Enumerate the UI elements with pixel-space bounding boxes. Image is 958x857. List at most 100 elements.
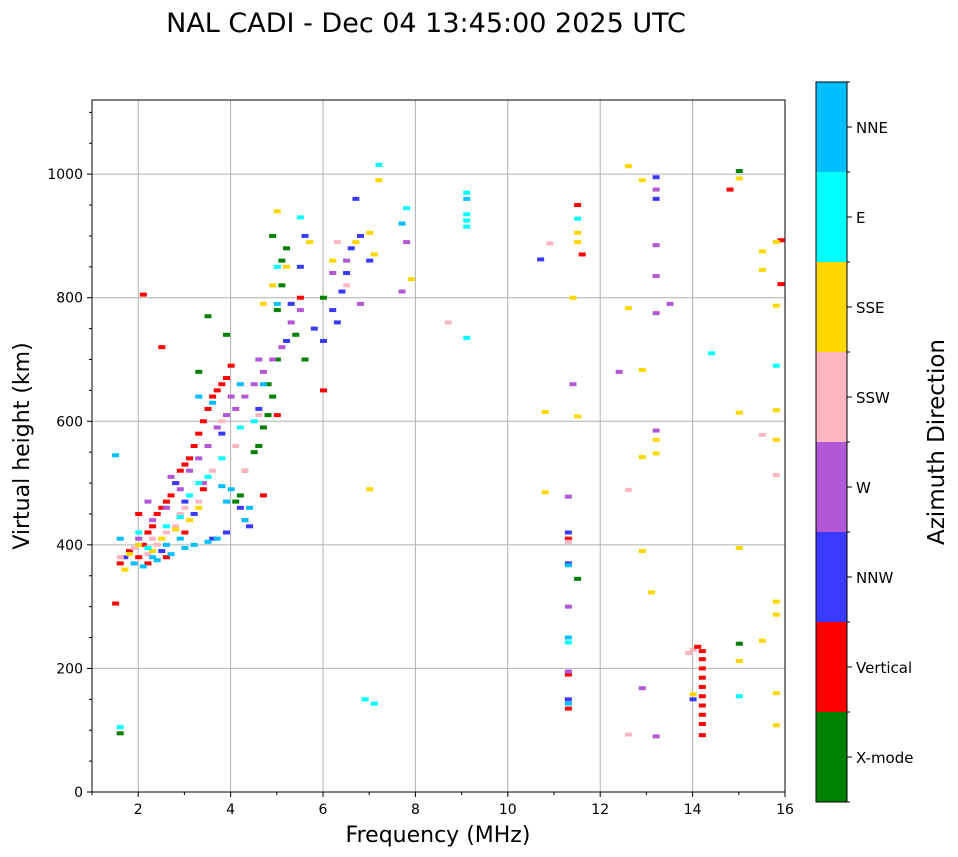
data-point-w	[176, 487, 184, 492]
data-point-sse	[186, 518, 194, 523]
data-point-w	[227, 394, 235, 399]
data-point-vertical	[564, 706, 572, 711]
data-point-e	[135, 530, 143, 535]
data-point-e	[463, 224, 471, 229]
data-point-w	[135, 536, 143, 541]
data-point-w	[149, 518, 157, 523]
x-tick-label: 12	[591, 802, 609, 818]
data-point-sse	[375, 178, 383, 183]
data-point-w	[356, 301, 364, 306]
data-point-vertical	[190, 444, 198, 448]
data-point-nnw	[283, 338, 291, 343]
data-point-vertical	[227, 363, 235, 368]
data-point-ssw	[546, 241, 554, 246]
data-point-w	[403, 240, 411, 245]
data-point-ssw	[241, 468, 249, 473]
x-tick-label: 4	[226, 802, 235, 818]
data-point-ssw	[181, 505, 189, 510]
y-tick-label: 1000	[47, 167, 83, 183]
x-tick-label: 6	[319, 802, 328, 818]
data-point-sse	[772, 612, 780, 617]
colorbar-swatch-e	[816, 172, 847, 262]
data-point-vertical	[698, 684, 706, 689]
data-point-e	[463, 218, 471, 223]
data-point-vertical	[777, 282, 785, 287]
data-point-x-mode	[269, 394, 277, 399]
data-point-sse	[772, 303, 780, 308]
data-point-sse	[195, 505, 203, 510]
data-point-nne	[227, 487, 235, 492]
data-point-sse	[624, 306, 632, 311]
plot-frame	[91, 99, 786, 793]
data-point-nnw	[121, 555, 129, 560]
data-point-vertical	[218, 382, 226, 387]
data-point-vertical	[199, 487, 207, 492]
data-point-e	[463, 335, 471, 340]
y-tick-label: 400	[56, 538, 83, 554]
data-point-w	[195, 456, 203, 461]
data-point-w	[199, 481, 207, 486]
gridlines	[92, 100, 786, 793]
data-point-e	[116, 725, 124, 730]
data-point-sse	[652, 451, 660, 456]
data-point-vertical	[116, 561, 124, 566]
data-point-nnw	[209, 536, 217, 541]
data-point-x-mode	[255, 444, 263, 448]
data-point-vertical	[694, 644, 702, 649]
data-point-sse	[135, 542, 143, 547]
data-point-sse	[638, 549, 646, 554]
data-point-w	[222, 413, 230, 418]
data-point-sse	[283, 264, 291, 269]
data-point-ssw	[684, 650, 692, 655]
data-point-w	[652, 311, 660, 316]
data-point-vertical	[209, 394, 217, 399]
data-point-nne	[236, 382, 244, 387]
data-point-nnw	[287, 301, 295, 306]
data-point-nne	[259, 382, 267, 387]
data-point-sse	[624, 164, 632, 169]
data-point-x-mode	[283, 246, 291, 251]
data-point-vertical	[698, 694, 706, 699]
data-point-nne	[153, 558, 161, 563]
data-point-sse	[158, 536, 166, 541]
data-point-w	[167, 474, 175, 479]
data-point-e	[463, 190, 471, 195]
data-point-vertical	[273, 413, 281, 418]
data-point-nnw	[652, 175, 660, 180]
data-point-nnw	[236, 505, 244, 510]
data-point-sse	[648, 590, 656, 595]
data-point-sse	[125, 552, 133, 557]
data-point-sse	[638, 368, 646, 373]
data-point-w	[615, 369, 623, 374]
data-point-nnw	[301, 233, 309, 238]
data-point-w	[255, 357, 263, 362]
data-point-vertical	[320, 388, 327, 393]
data-point-sse	[407, 277, 415, 282]
data-point-x-mode	[259, 425, 267, 430]
data-point-nne	[398, 221, 406, 226]
data-point-w	[278, 345, 286, 350]
data-point-vertical	[135, 555, 143, 560]
data-point-vertical	[139, 542, 147, 547]
data-point-nnw	[172, 481, 180, 486]
data-point-sse	[366, 230, 374, 235]
data-point-ssw	[232, 444, 240, 448]
data-point-e	[375, 162, 383, 167]
data-point-vertical	[698, 733, 706, 738]
y-axis-label: Virtual height (km)	[10, 342, 35, 549]
data-point-ssw	[176, 511, 184, 516]
data-point-x-mode	[204, 314, 212, 319]
data-point-sse	[273, 209, 281, 214]
data-point-x-mode	[278, 283, 286, 288]
colorbar-tick-label: NNE	[856, 119, 888, 137]
data-point-e	[218, 456, 226, 461]
data-point-nne	[190, 542, 198, 547]
data-point-nnw	[190, 511, 198, 516]
data-point-vertical	[222, 376, 230, 381]
data-point-e	[370, 701, 378, 706]
data-point-e	[250, 419, 258, 424]
data-point-x-mode	[222, 332, 230, 337]
x-tick-label: 14	[684, 802, 702, 818]
data-point-ssw	[209, 468, 217, 473]
